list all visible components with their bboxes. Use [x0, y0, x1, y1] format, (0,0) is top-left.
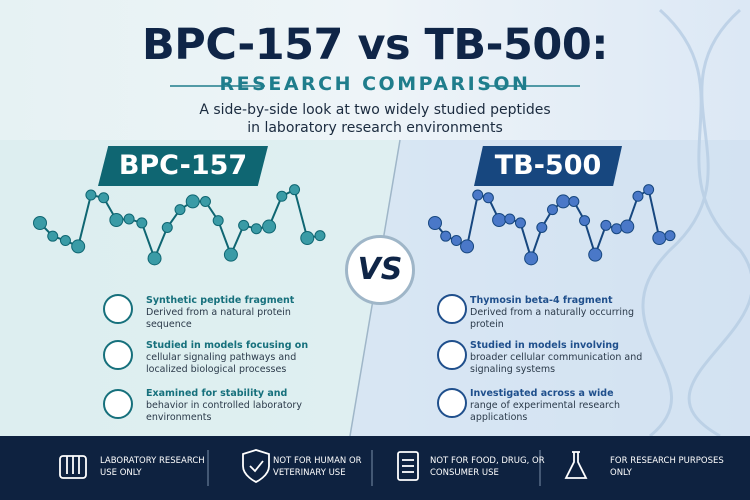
icon: [437, 388, 467, 418]
molecule-atom: [98, 192, 110, 204]
feature-body: range of experimental research applicati…: [470, 400, 620, 423]
title: BPC-157 vs TB-500:: [142, 20, 608, 70]
molecule-atom: [611, 223, 623, 235]
background-art: [0, 8, 750, 436]
feature-title: Synthetic peptide fragment: [146, 295, 295, 306]
footer-note: NOT FOR HUMAN OR VETERINARY USE: [273, 456, 362, 478]
molecule-atom: [174, 204, 186, 216]
molecule-atom: [460, 239, 475, 254]
molecule-atom: [136, 217, 148, 229]
molecule-atom: [664, 230, 676, 242]
molecule-atom: [123, 213, 135, 225]
icon: [103, 340, 133, 370]
feature: Synthetic peptide fragment Derived from a…: [146, 295, 331, 331]
icon: [103, 294, 133, 324]
feature: Examined for stability and behavior in co…: [146, 388, 331, 424]
feature: Thymosin beta-4 fragment Derived from a n…: [470, 295, 655, 331]
feature-body: Derived from a naturally occurring prote…: [470, 307, 635, 330]
molecule-atom: [47, 230, 59, 242]
footer-note: FOR RESEARCH PURPOSES ONLY: [610, 456, 724, 478]
footer-note: NOT FOR FOOD, DRUG, OR CONSUMER USE: [430, 456, 545, 478]
molecule-atom: [556, 194, 571, 209]
feature: Investigated across a wide range of exper…: [470, 388, 655, 424]
footer: [0, 436, 750, 500]
icon: [103, 389, 133, 419]
molecule-atom: [492, 212, 507, 227]
molecule-atom: [600, 219, 612, 231]
icon: [437, 340, 467, 370]
description: A side-by-side look at two widely studie…: [199, 102, 551, 136]
molecule-atom: [579, 215, 591, 227]
feature-body: cellular signaling pathways and localize…: [146, 352, 297, 375]
feature-body: behavior in controlled laboratory enviro…: [146, 400, 302, 423]
left-label: BPC-157: [98, 146, 268, 186]
molecule-atom: [109, 212, 124, 227]
icon: [437, 294, 467, 324]
molecule-atom: [289, 184, 301, 196]
molecule-atom: [547, 204, 558, 216]
molecule-atom: [632, 190, 644, 202]
molecule-atom: [568, 195, 580, 207]
molecule-atom: [223, 247, 238, 262]
molecule-atom: [262, 219, 277, 234]
molecule-atom: [59, 235, 71, 247]
molecule-atom: [71, 239, 86, 254]
molecule-atom: [185, 194, 200, 209]
feature-body: Derived from a natural protein sequence: [146, 307, 291, 330]
footer-note: LABORATORY RESEARCH USE ONLY: [100, 456, 205, 478]
molecule-atom: [620, 219, 635, 234]
feature-title: Thymosin beta-4 fragment: [470, 295, 613, 306]
molecule-atom: [514, 217, 526, 229]
molecule-atom: [212, 215, 224, 227]
feature-body: broader cellular communication and signa…: [470, 352, 643, 375]
molecule-atom: [524, 251, 539, 266]
molecule-atom: [482, 192, 494, 204]
molecule-atom: [85, 189, 97, 201]
molecule-atom: [536, 221, 548, 233]
feature: Studied in models focusing on cellular si…: [146, 340, 331, 376]
feature-title: Investigated across a wide: [470, 388, 614, 399]
molecule-atom: [428, 216, 442, 230]
vs-badge: VS: [345, 235, 415, 305]
molecule-atom: [652, 231, 667, 246]
feature-title: Studied in models focusing on: [146, 340, 309, 351]
footer-icons: [59, 449, 588, 486]
molecule-atom: [440, 230, 452, 242]
feature-title: Studied in models involving: [470, 340, 619, 351]
molecule-atom: [33, 216, 47, 230]
molecule-atom: [147, 251, 162, 266]
molecule-atom: [250, 223, 262, 235]
molecule-atom: [472, 189, 484, 201]
feature-title: Examined for stability and: [146, 388, 288, 399]
molecule-atom: [276, 190, 288, 202]
molecule-atom: [504, 213, 516, 225]
molecule-atom: [199, 195, 211, 207]
molecule-atom: [300, 231, 315, 246]
molecule-atom: [238, 219, 250, 231]
subtitle: RESEARCH COMPARISON: [219, 73, 531, 95]
molecule-atom: [161, 221, 173, 233]
right-label: TB-500: [474, 146, 622, 186]
feature: Studied in models involving broader cellu…: [470, 340, 655, 376]
molecule-atom: [450, 235, 462, 247]
molecule-atom: [588, 247, 603, 262]
molecule-atom: [314, 230, 326, 242]
molecule-atom: [643, 184, 655, 196]
